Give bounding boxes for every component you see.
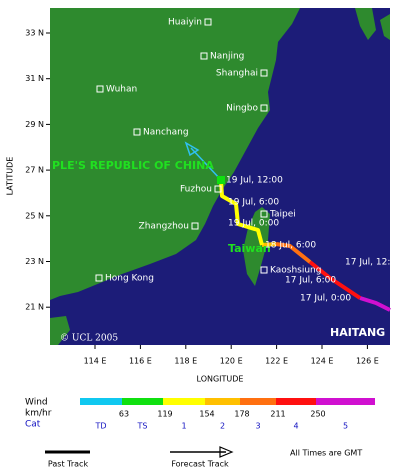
wind-scale-segment — [205, 398, 240, 405]
lat-tick-label: 31 N — [25, 74, 44, 83]
place-marker — [96, 85, 104, 93]
lat-tick-label: 25 N — [25, 211, 44, 220]
axis-label: LONGITUDE — [197, 375, 244, 384]
place-label: Hong Kong — [105, 274, 154, 284]
track-label: 17 Jul, 0:00 — [300, 294, 351, 304]
place-marker — [133, 128, 141, 136]
place-marker — [191, 222, 199, 230]
track-label: 19 Jul, 6:00 — [228, 198, 279, 208]
place-label: Kaoshsiung — [270, 266, 321, 276]
lat-tick-label: 33 N — [25, 29, 44, 38]
place-label: Huaiyin — [168, 18, 202, 28]
forecast-arrow — [184, 141, 200, 157]
wind-threshold: 250 — [310, 410, 325, 419]
place-label: Taipei — [269, 210, 296, 220]
wind-scale-segment — [240, 398, 276, 405]
place-label: Nanchang — [143, 128, 189, 138]
credit: © UCL 2005 — [60, 334, 118, 344]
category-label: TD — [94, 422, 106, 431]
country-label: Taiwan — [228, 242, 271, 255]
lon-tick-label: 122 E — [265, 357, 288, 366]
wind-scale-segment — [163, 398, 205, 405]
place-label: Wuhan — [106, 85, 137, 95]
track-label: 17 Jul, 6:00 — [285, 276, 336, 286]
wind-threshold: 211 — [270, 410, 285, 419]
track-label: 19 Jul, 12:00 — [226, 176, 283, 186]
track — [219, 180, 391, 312]
place-marker — [260, 210, 268, 218]
lat-tick-label: 27 N — [25, 166, 44, 175]
wind-threshold: 119 — [157, 410, 172, 419]
category-label: 4 — [293, 422, 298, 431]
track-label: 19 Jul, 0:00 — [228, 219, 279, 229]
forecast-track — [190, 147, 222, 181]
place-label: Zhangzhou — [139, 222, 189, 232]
track-label: 18 Jul, 6:00 — [265, 241, 316, 251]
place-label: Nanjing — [210, 52, 244, 62]
forecast-arrow-sample — [219, 446, 234, 458]
current-position — [217, 176, 225, 184]
track-label: 17 Jul, 12:00 — [345, 258, 400, 268]
lat-tick-label: 23 N — [25, 257, 44, 266]
place-label: Ningbo — [226, 104, 258, 114]
lon-tick-label: 114 E — [84, 357, 107, 366]
category-label: 1 — [181, 422, 186, 431]
place-label: Fuzhou — [180, 185, 212, 195]
legend-label: km/hr — [25, 409, 52, 419]
place-marker — [95, 274, 103, 282]
wind-threshold: 178 — [234, 410, 249, 419]
lon-tick-label: 116 E — [129, 357, 152, 366]
wind-threshold: 63 — [119, 410, 129, 419]
legend-label: Past Track — [48, 460, 89, 469]
legend-note: All Times are GMT — [290, 449, 362, 458]
lon-tick-label: 126 E — [356, 357, 379, 366]
storm-name: HAITANG — [330, 326, 385, 339]
place-marker — [260, 266, 268, 274]
category-label: 5 — [343, 422, 348, 431]
axis-label: LATITUDE — [6, 157, 15, 196]
place-marker — [200, 52, 208, 60]
category-label: TS — [137, 422, 148, 431]
place-marker — [214, 185, 222, 193]
lat-tick-label: 21 N — [25, 303, 44, 312]
category-label: 3 — [255, 422, 260, 431]
lon-tick-label: 120 E — [220, 357, 243, 366]
wind-scale-segment — [316, 398, 375, 405]
lon-tick-label: 118 E — [174, 357, 197, 366]
place-label: Shanghai — [216, 69, 258, 79]
lon-tick-label: 124 E — [311, 357, 334, 366]
wind-scale-segment — [276, 398, 316, 405]
lat-tick-label: 29 N — [25, 120, 44, 129]
legend-label: Wind — [25, 398, 48, 408]
country-label: PLE'S REPUBLIC OF CHINA — [52, 159, 214, 172]
legend-label: Forecast Track — [171, 460, 229, 469]
category-label: 2 — [220, 422, 225, 431]
place-marker — [260, 69, 268, 77]
wind-threshold: 154 — [199, 410, 214, 419]
place-marker — [260, 104, 268, 112]
legend-label: Cat — [25, 420, 41, 430]
wind-scale-segment — [80, 398, 122, 405]
wind-scale-segment — [122, 398, 163, 405]
place-marker — [204, 18, 212, 26]
